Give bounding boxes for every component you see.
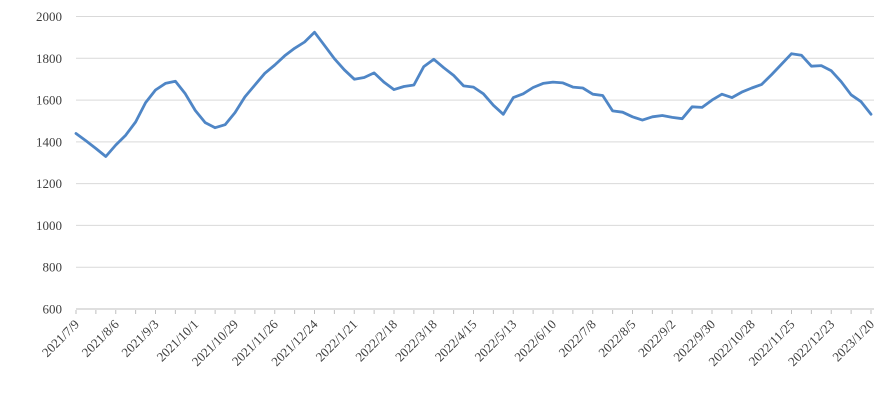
x-axis-tick-label: 2022/4/15 (432, 317, 480, 365)
x-axis-tick-label: 2022/7/8 (556, 317, 599, 360)
y-axis-tick-label: 1600 (36, 93, 62, 108)
y-axis-tick-label: 1400 (36, 134, 62, 149)
y-axis-tick-label: 1200 (36, 176, 62, 191)
x-axis-tick-label: 2023/1/20 (829, 317, 877, 365)
x-axis-tick-label: 2022/8/5 (595, 317, 638, 360)
series-line (74, 30, 873, 158)
y-axis-tick-label: 1800 (36, 51, 62, 66)
x-axis-tick-label: 2022/2/18 (352, 317, 400, 365)
x-axis-tick-label: 2022/1/21 (312, 317, 360, 365)
x-axis-tick-label: 2022/3/18 (392, 317, 440, 365)
y-axis-tick-label: 2000 (36, 9, 62, 24)
x-axis-tick-label: 2022/5/13 (471, 317, 519, 365)
x-axis-tick-label: 2021/7/9 (39, 317, 82, 360)
y-axis-tick-label: 1000 (36, 218, 62, 233)
y-axis-tick-label: 800 (43, 260, 63, 275)
y-axis-tick-label: 600 (43, 302, 63, 317)
x-axis-tick-label: 2022/6/10 (511, 317, 559, 365)
x-axis-tick-label: 2021/8/6 (79, 316, 123, 360)
